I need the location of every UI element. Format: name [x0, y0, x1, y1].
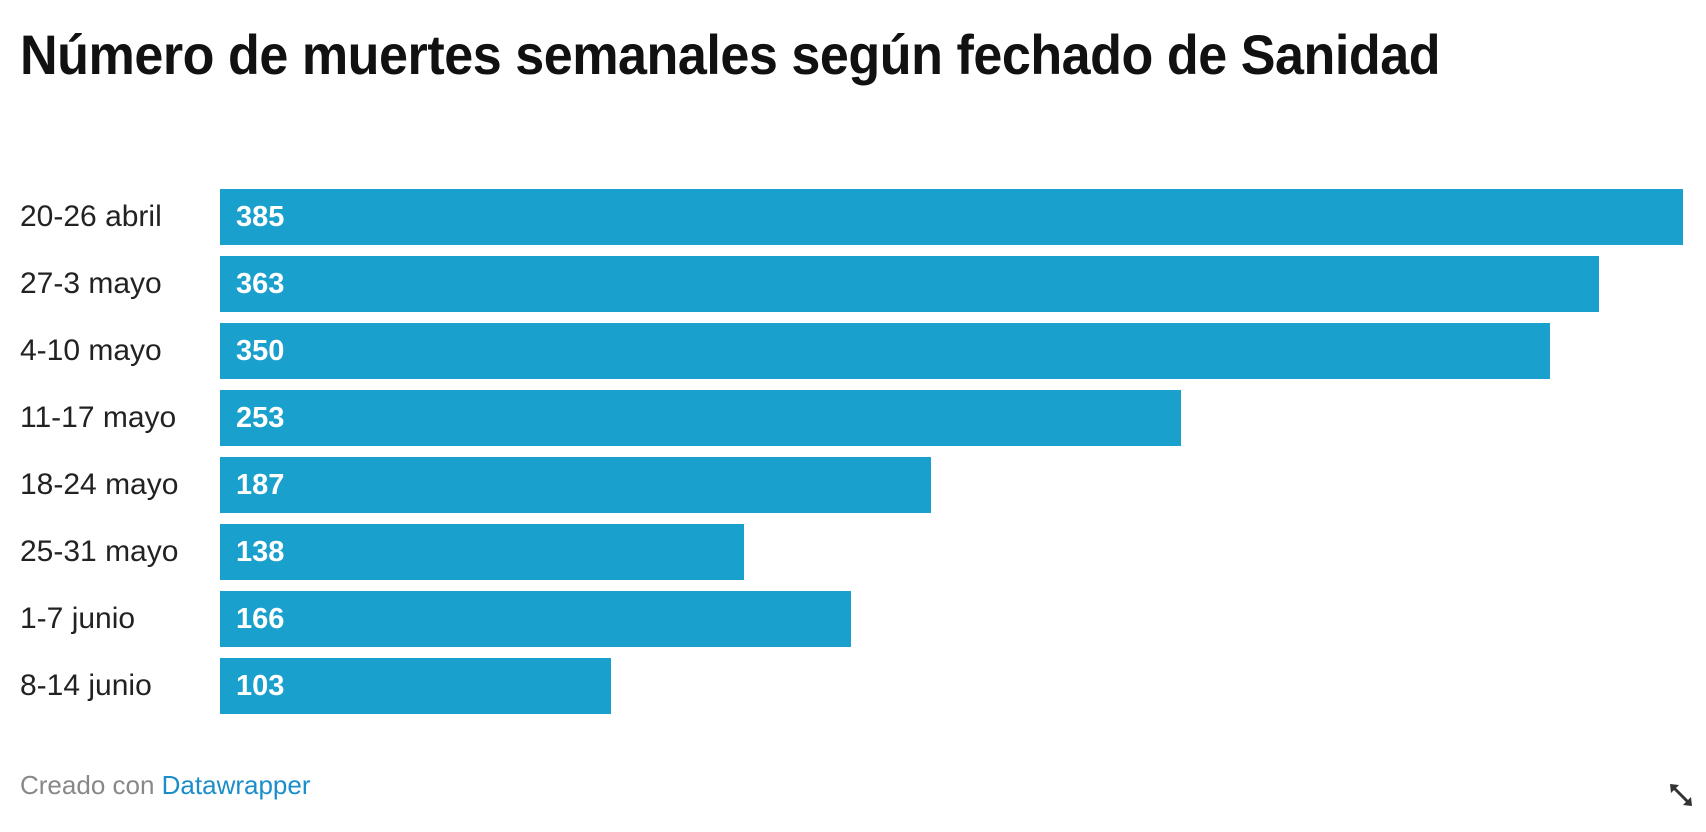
- bar[interactable]: 138: [220, 524, 744, 580]
- bar-value-label: 138: [236, 536, 285, 568]
- footer-prefix: Creado con: [20, 770, 155, 800]
- bar[interactable]: 350: [220, 323, 1550, 379]
- datawrapper-link[interactable]: Datawrapper: [161, 770, 311, 800]
- category-label: 4-10 mayo: [20, 334, 162, 367]
- category-label: 20-26 abril: [20, 200, 162, 233]
- bar-row: 18-24 mayo 187: [0, 457, 1706, 513]
- category-label: 11-17 mayo: [20, 401, 177, 434]
- bar-value-label: 350: [236, 335, 285, 367]
- footer-credit: Creado con Datawrapper: [20, 770, 311, 801]
- bar-value-label: 253: [236, 402, 285, 434]
- category-label: 25-31 mayo: [20, 535, 179, 568]
- bar[interactable]: 253: [220, 390, 1181, 446]
- chart-title: Número de muertes semanales según fechad…: [20, 23, 1441, 86]
- bar-value-label: 103: [236, 670, 285, 702]
- expand-arrows-icon[interactable]: [1668, 782, 1694, 808]
- category-label: 18-24 mayo: [20, 468, 179, 501]
- bar-value-label: 385: [236, 201, 285, 233]
- bar-row: 20-26 abril 385: [0, 189, 1706, 245]
- bar-value-label: 166: [236, 603, 285, 635]
- bar[interactable]: 187: [220, 457, 931, 513]
- bar-row: 4-10 mayo 350: [0, 323, 1706, 379]
- bar-value-label: 363: [236, 268, 285, 300]
- category-label: 27-3 mayo: [20, 267, 162, 300]
- bar-row: 27-3 mayo 363: [0, 256, 1706, 312]
- bar-row: 25-31 mayo 138: [0, 524, 1706, 580]
- category-label: 8-14 junio: [20, 669, 152, 702]
- bar[interactable]: 385: [220, 189, 1683, 245]
- bar[interactable]: 363: [220, 256, 1599, 312]
- bar[interactable]: 103: [220, 658, 611, 714]
- category-label: 1-7 junio: [20, 602, 136, 635]
- bar-row: 11-17 mayo 253: [0, 390, 1706, 446]
- bar-row: 1-7 junio 166: [0, 591, 1706, 647]
- bar-value-label: 187: [236, 469, 285, 501]
- bar-row: 8-14 junio 103: [0, 658, 1706, 714]
- bar[interactable]: 166: [220, 591, 851, 647]
